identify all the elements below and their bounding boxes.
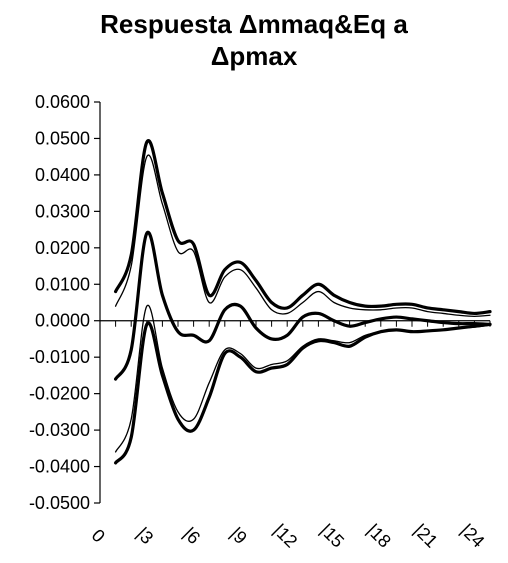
x-tick-label: |3 <box>133 523 158 548</box>
series-line-3 <box>114 230 492 381</box>
x-tick-label: |18 <box>363 520 395 552</box>
y-tick-label: -0.0200 <box>29 384 90 404</box>
y-tick-label: 0.0300 <box>35 201 90 221</box>
series-line-1 <box>114 138 492 316</box>
x-tick-label: |24 <box>457 520 489 552</box>
series-line-4 <box>114 304 491 453</box>
series-line-2 <box>114 154 491 317</box>
x-tick-label: |21 <box>410 520 442 552</box>
chart-title-line-1: Respuesta Δmmaq&Eq a <box>100 9 408 39</box>
series-lines <box>114 138 492 465</box>
y-tick-label: -0.0300 <box>29 420 90 440</box>
y-tick-label: 0.0100 <box>35 274 90 294</box>
chart-title: Respuesta Δmmaq&Eq a Δpmax <box>0 8 508 72</box>
y-tick-label: -0.0100 <box>29 347 90 367</box>
y-tick-label: 0.0200 <box>35 238 90 258</box>
y-tick-label: 0.0400 <box>35 165 90 185</box>
y-axis: 0.0600 0.0500 0.0400 0.0300 0.0200 0.0100 0.00… <box>29 92 101 513</box>
chart-title-line-2: Δpmax <box>210 41 298 71</box>
y-tick-label: 0.0500 <box>35 128 90 148</box>
x-tick-label: |15 <box>316 520 348 552</box>
x-axis: 0 |3 |6 |9 |12 |15 |18 |21 |24 <box>88 320 491 552</box>
x-tick-label: |12 <box>270 520 302 552</box>
x-tick-label: 0 <box>88 525 109 546</box>
y-tick-label: -0.0400 <box>29 457 90 477</box>
y-tick-label: 0.0600 <box>35 92 90 112</box>
y-tick-label: -0.0500 <box>29 493 90 513</box>
y-tick-label: 0.0000 <box>35 311 90 331</box>
series-line-5 <box>114 321 492 465</box>
x-tick-label: |9 <box>226 523 251 548</box>
x-tick-label: |6 <box>180 523 205 548</box>
